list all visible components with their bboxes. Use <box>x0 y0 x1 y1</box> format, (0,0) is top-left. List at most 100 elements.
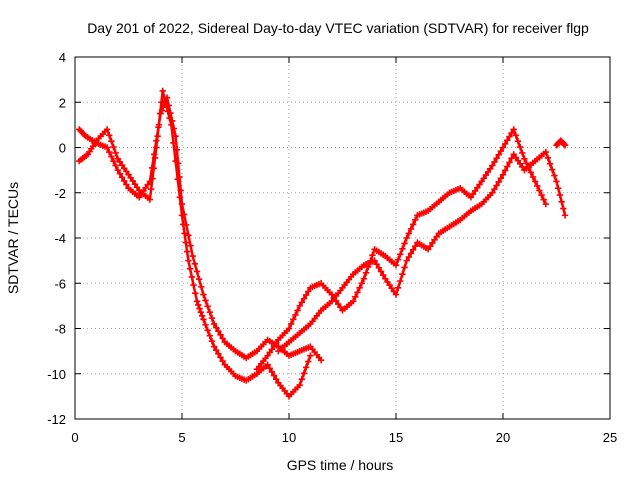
data-point <box>210 343 218 350</box>
x-axis-label: GPS time / hours <box>287 457 394 473</box>
marker <box>401 240 408 247</box>
series-layer <box>76 87 569 400</box>
data-point <box>521 155 528 163</box>
marker <box>195 275 203 283</box>
marker <box>405 230 413 237</box>
marker <box>512 132 520 139</box>
marker <box>292 311 299 319</box>
marker <box>176 194 184 201</box>
marker <box>191 260 199 267</box>
marker <box>501 140 509 148</box>
marker <box>187 242 194 249</box>
y-tick-label: -4 <box>54 231 66 246</box>
marker <box>302 291 310 299</box>
marker <box>551 172 558 179</box>
marker <box>195 301 202 309</box>
marker <box>217 331 224 339</box>
x-tick-label: 10 <box>282 430 296 445</box>
marker <box>508 129 515 137</box>
marker <box>407 225 415 233</box>
marker <box>190 281 197 289</box>
marker <box>150 165 157 172</box>
y-tick-label: -6 <box>54 276 66 291</box>
marker <box>193 268 201 275</box>
marker <box>268 368 276 376</box>
marker <box>198 312 206 320</box>
data-point <box>185 257 192 264</box>
marker <box>529 173 537 181</box>
marker <box>112 162 119 169</box>
marker <box>149 175 156 182</box>
marker <box>208 314 216 322</box>
marker <box>544 154 552 162</box>
marker <box>369 251 376 259</box>
marker <box>272 375 280 383</box>
data-point <box>561 212 569 219</box>
data-point <box>489 189 496 196</box>
marker <box>534 182 541 190</box>
y-axis-label: SDTVAR / TECUs <box>5 182 21 294</box>
data-point <box>168 121 175 129</box>
y-tick-label: 4 <box>59 50 66 65</box>
series-track-c <box>253 126 549 373</box>
marker <box>106 148 113 156</box>
marker <box>202 321 209 329</box>
marker <box>108 137 115 145</box>
marker <box>493 182 500 189</box>
marker <box>558 198 565 205</box>
marker <box>497 175 505 182</box>
marker <box>540 196 547 203</box>
marker <box>394 284 402 291</box>
marker <box>162 101 170 108</box>
marker <box>197 309 205 316</box>
marker <box>287 320 295 328</box>
data-point <box>360 275 368 282</box>
marker <box>188 273 196 281</box>
data-point <box>296 302 303 310</box>
marker <box>300 295 308 302</box>
marker <box>183 248 191 255</box>
marker <box>206 309 214 316</box>
marker <box>204 303 211 310</box>
marker <box>508 155 515 162</box>
marker <box>412 216 419 224</box>
chart-title: Day 201 of 2022, Sidereal Day-to-day VTE… <box>87 20 589 36</box>
marker <box>181 230 188 237</box>
marker <box>158 99 165 106</box>
marker <box>185 232 192 239</box>
marker <box>215 328 222 335</box>
marker <box>305 288 312 295</box>
marker <box>409 221 417 228</box>
data-point <box>510 126 517 133</box>
marker <box>172 157 179 165</box>
x-tick-label: 0 <box>71 430 78 445</box>
marker <box>182 239 190 246</box>
data-point <box>561 142 569 149</box>
series-line-track-d <box>277 150 567 353</box>
marker <box>270 372 278 379</box>
marker <box>495 151 502 158</box>
marker <box>202 297 209 304</box>
marker <box>302 364 310 371</box>
marker <box>305 358 312 365</box>
marker <box>358 280 365 287</box>
series-line-track-c <box>255 128 547 370</box>
marker <box>407 250 415 257</box>
data-point <box>371 257 378 264</box>
marker <box>519 149 526 157</box>
data-point <box>542 200 549 208</box>
marker <box>538 191 545 199</box>
marker <box>491 158 498 166</box>
data-point <box>307 352 314 359</box>
marker <box>560 205 567 212</box>
marker <box>110 157 117 165</box>
marker <box>186 265 194 272</box>
data-point <box>200 316 207 323</box>
marker <box>208 337 216 345</box>
marker <box>118 174 126 181</box>
marker <box>549 166 556 173</box>
y-tick-label: -10 <box>47 367 66 382</box>
marker <box>405 253 413 261</box>
marker <box>514 137 522 145</box>
marker <box>493 155 500 162</box>
